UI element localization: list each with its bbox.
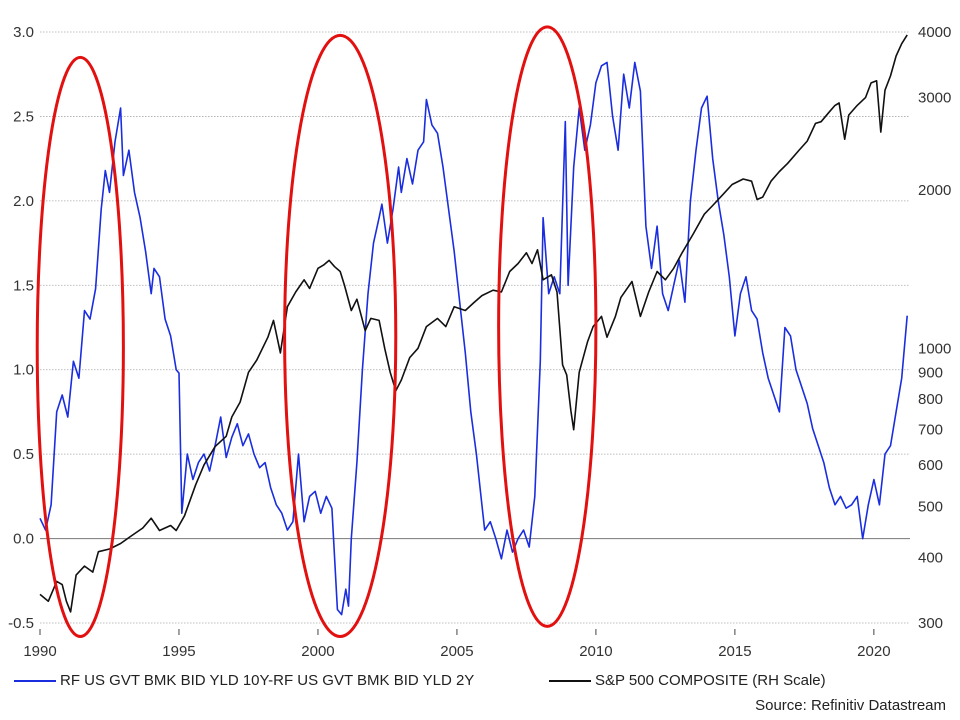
left-tick-label: 2.5 — [13, 108, 34, 125]
left-tick-label: 1.0 — [13, 362, 34, 379]
legend-swatch-sp500 — [549, 679, 591, 682]
x-tick-label: 1995 — [162, 643, 195, 660]
series-line-1 — [39, 34, 908, 613]
legend-swatch-yield-spread — [14, 679, 56, 682]
right-tick-label: 300 — [918, 615, 943, 632]
left-tick-label: 2.0 — [13, 193, 34, 210]
right-tick-label: 600 — [918, 457, 943, 474]
x-tick-label: 2010 — [579, 643, 612, 660]
legend-label-sp500: S&P 500 COMPOSITE (RH Scale) — [595, 672, 826, 689]
left-tick-label: 1.5 — [13, 277, 34, 294]
series-line-0 — [39, 61, 908, 616]
grid-lines — [40, 31, 910, 624]
legend: RF US GVT BMK BID YLD 10Y-RF US GVT BMK … — [0, 672, 960, 696]
annotation-ellipse-1 — [35, 55, 125, 639]
series-lines — [39, 34, 908, 616]
left-tick-label: 3.0 — [13, 24, 34, 41]
legend-item-sp500: S&P 500 COMPOSITE (RH Scale) — [549, 672, 826, 689]
x-tick-label: 2005 — [440, 643, 473, 660]
x-tick-label: 2020 — [857, 643, 890, 660]
right-tick-label: 900 — [918, 364, 943, 381]
left-tick-label: -0.5 — [8, 615, 34, 632]
legend-label-yield-spread: RF US GVT BMK BID YLD 10Y-RF US GVT BMK … — [60, 672, 475, 689]
annotation-ellipses — [35, 25, 598, 639]
right-tick-label: 4000 — [918, 24, 951, 41]
legend-item-yield-spread: RF US GVT BMK BID YLD 10Y-RF US GVT BMK … — [14, 672, 474, 689]
right-tick-label: 2000 — [918, 182, 951, 199]
x-tick-label: 2000 — [301, 643, 334, 660]
right-tick-label: 800 — [918, 391, 943, 408]
right-tick-label: 700 — [918, 422, 943, 439]
annotation-ellipse-2 — [283, 33, 398, 639]
right-tick-label: 3000 — [918, 90, 951, 107]
right-axis-ticks: 4000 3000 2000 1000 900 800 700 600 500 400 300 — [918, 24, 951, 632]
left-tick-label: 0.0 — [13, 531, 34, 548]
x-tick-label: 1990 — [23, 643, 56, 660]
left-tick-label: 0.5 — [13, 446, 34, 463]
x-tick-label: 2015 — [718, 643, 751, 660]
x-axis-ticks: 1990 1995 2000 2005 2010 2015 2020 — [23, 629, 891, 660]
left-axis-ticks: 3.0 2.5 2.0 1.5 1.0 0.5 0.0 -0.5 — [8, 24, 34, 632]
right-tick-label: 500 — [918, 498, 943, 515]
right-tick-label: 400 — [918, 549, 943, 566]
right-tick-label: 1000 — [918, 340, 951, 357]
annotation-ellipse-3 — [497, 25, 598, 628]
source-note: Source: Refinitiv Datastream — [755, 697, 946, 714]
